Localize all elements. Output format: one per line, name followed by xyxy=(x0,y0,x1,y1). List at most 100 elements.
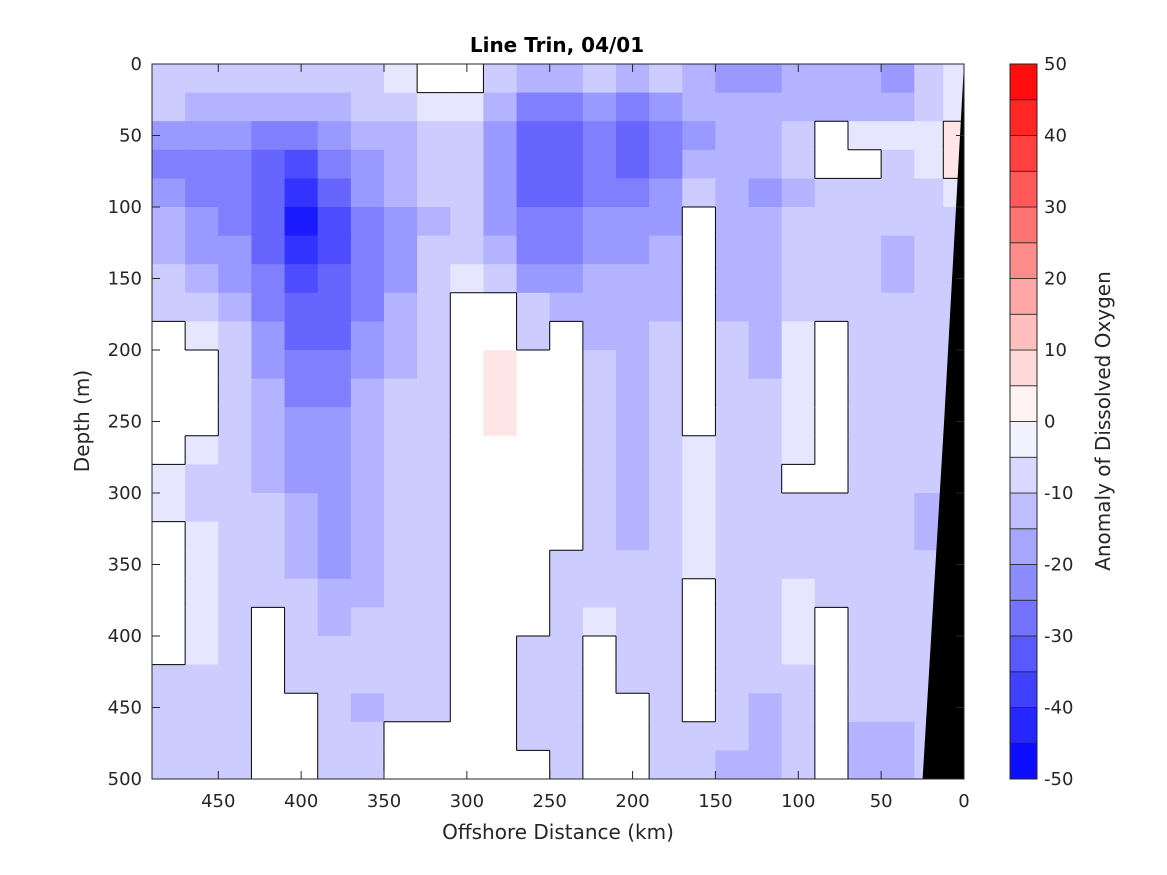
heatmap-cell xyxy=(582,407,617,437)
colorbar-band xyxy=(1009,242,1038,279)
heatmap-cell xyxy=(152,178,186,208)
heatmap-cell xyxy=(582,92,617,122)
heatmap-cell xyxy=(218,464,253,494)
heatmap-cell xyxy=(848,521,882,551)
heatmap-cell xyxy=(748,207,783,237)
heatmap-cell xyxy=(218,721,253,751)
heatmap-cell xyxy=(152,435,186,465)
heatmap-cell xyxy=(914,92,944,122)
heatmap-cell xyxy=(450,207,485,237)
heatmap-cell xyxy=(251,378,286,408)
heatmap-cell xyxy=(748,636,783,666)
y-tick-label: 350 xyxy=(108,555,142,576)
heatmap-cell xyxy=(152,149,186,179)
heatmap-cell xyxy=(152,321,186,351)
heatmap-cell xyxy=(881,750,915,779)
heatmap-cell xyxy=(218,321,253,351)
heatmap-cell xyxy=(715,435,750,465)
heatmap-cell xyxy=(616,378,650,408)
heatmap-cell xyxy=(715,149,750,179)
heatmap-cell xyxy=(748,607,783,637)
heatmap-cell xyxy=(715,464,750,494)
heatmap-cell xyxy=(715,121,750,151)
heatmap-cell xyxy=(881,521,915,551)
heatmap-cell xyxy=(715,235,750,265)
heatmap-cell xyxy=(284,264,319,294)
heatmap-cell xyxy=(881,92,915,122)
heatmap-cell xyxy=(848,636,882,666)
heatmap-cell xyxy=(814,721,849,751)
heatmap-cell xyxy=(284,636,319,666)
heatmap-cell xyxy=(582,350,617,380)
heatmap-cell xyxy=(715,321,750,351)
heatmap-cell xyxy=(483,435,518,465)
heatmap-cell xyxy=(881,321,915,351)
heatmap-cell xyxy=(781,235,816,265)
x-axis-ticks: 450 400 350 300 250 200 150 100 50 0 xyxy=(201,64,970,812)
heatmap-cell xyxy=(384,750,418,779)
heatmap-cell xyxy=(748,378,783,408)
heatmap-cell xyxy=(715,207,750,237)
heatmap-cell xyxy=(649,607,683,637)
heatmap-cell xyxy=(914,407,944,437)
heatmap-cell xyxy=(781,292,816,322)
heatmap-cell xyxy=(914,321,944,351)
heatmap-cell xyxy=(284,149,319,179)
heatmap-cell xyxy=(814,435,849,465)
heatmap-cell xyxy=(914,435,944,465)
heatmap-cell xyxy=(616,521,650,551)
heatmap-cell xyxy=(384,464,418,494)
heatmap-cell xyxy=(284,207,319,237)
heatmap-cell xyxy=(814,264,849,294)
heatmap-cell xyxy=(152,521,186,551)
heatmap-cell xyxy=(781,378,816,408)
heatmap-cell xyxy=(516,750,551,779)
heatmap-cell xyxy=(350,693,385,723)
heatmap-cell xyxy=(914,64,944,94)
heatmap-cell xyxy=(152,64,186,94)
x-tick-label: 0 xyxy=(958,791,969,812)
heatmap-cell xyxy=(582,321,617,351)
heatmap-cell xyxy=(781,550,816,580)
heatmap-cell xyxy=(881,693,915,723)
heatmap-cell xyxy=(649,464,683,494)
heatmap-cell xyxy=(450,149,485,179)
colorbar-tick-label: 40 xyxy=(1044,126,1067,147)
heatmap-cell xyxy=(350,464,385,494)
heatmap-cell xyxy=(881,493,915,523)
heatmap-cell xyxy=(715,350,750,380)
colorbar: 50 40 30 20 10 0 -10 -20 -30 -40 -50 Anomaly of Di… xyxy=(1009,54,1115,790)
heatmap-cell xyxy=(649,750,683,779)
heatmap-cell xyxy=(417,350,451,380)
heatmap-cell xyxy=(483,264,518,294)
seafloor-bathymetry xyxy=(922,64,964,779)
colorbar-tick-label: -50 xyxy=(1044,769,1073,790)
heatmap-cell xyxy=(715,378,750,408)
heatmap-cell xyxy=(848,721,882,751)
heatmap-cell xyxy=(185,750,219,779)
heatmap-cell xyxy=(848,378,882,408)
heatmap-cell xyxy=(848,407,882,437)
y-tick-label: 200 xyxy=(108,340,142,361)
heatmap-cell xyxy=(284,407,319,437)
heatmap-cell xyxy=(251,607,286,637)
heatmap-cell xyxy=(881,464,915,494)
heatmap-cell xyxy=(483,64,518,94)
colorbar-tick-label: -40 xyxy=(1044,698,1073,719)
heatmap-cell xyxy=(185,292,219,322)
heatmap-cell xyxy=(152,578,186,608)
heatmap-cell xyxy=(881,721,915,751)
heatmap-cell xyxy=(616,149,650,179)
heatmap-cell xyxy=(350,378,385,408)
heatmap-cell xyxy=(781,121,816,151)
heatmap-cell xyxy=(848,92,882,122)
heatmap-cell xyxy=(185,178,219,208)
heatmap-cell xyxy=(516,178,551,208)
heatmap-cell xyxy=(881,378,915,408)
heatmap-cell xyxy=(384,178,418,208)
heatmap-cell xyxy=(251,207,286,237)
heatmap-cell xyxy=(483,92,518,122)
heatmap-cell xyxy=(649,493,683,523)
heatmap-cell xyxy=(516,636,551,666)
heatmap-cell xyxy=(152,721,186,751)
